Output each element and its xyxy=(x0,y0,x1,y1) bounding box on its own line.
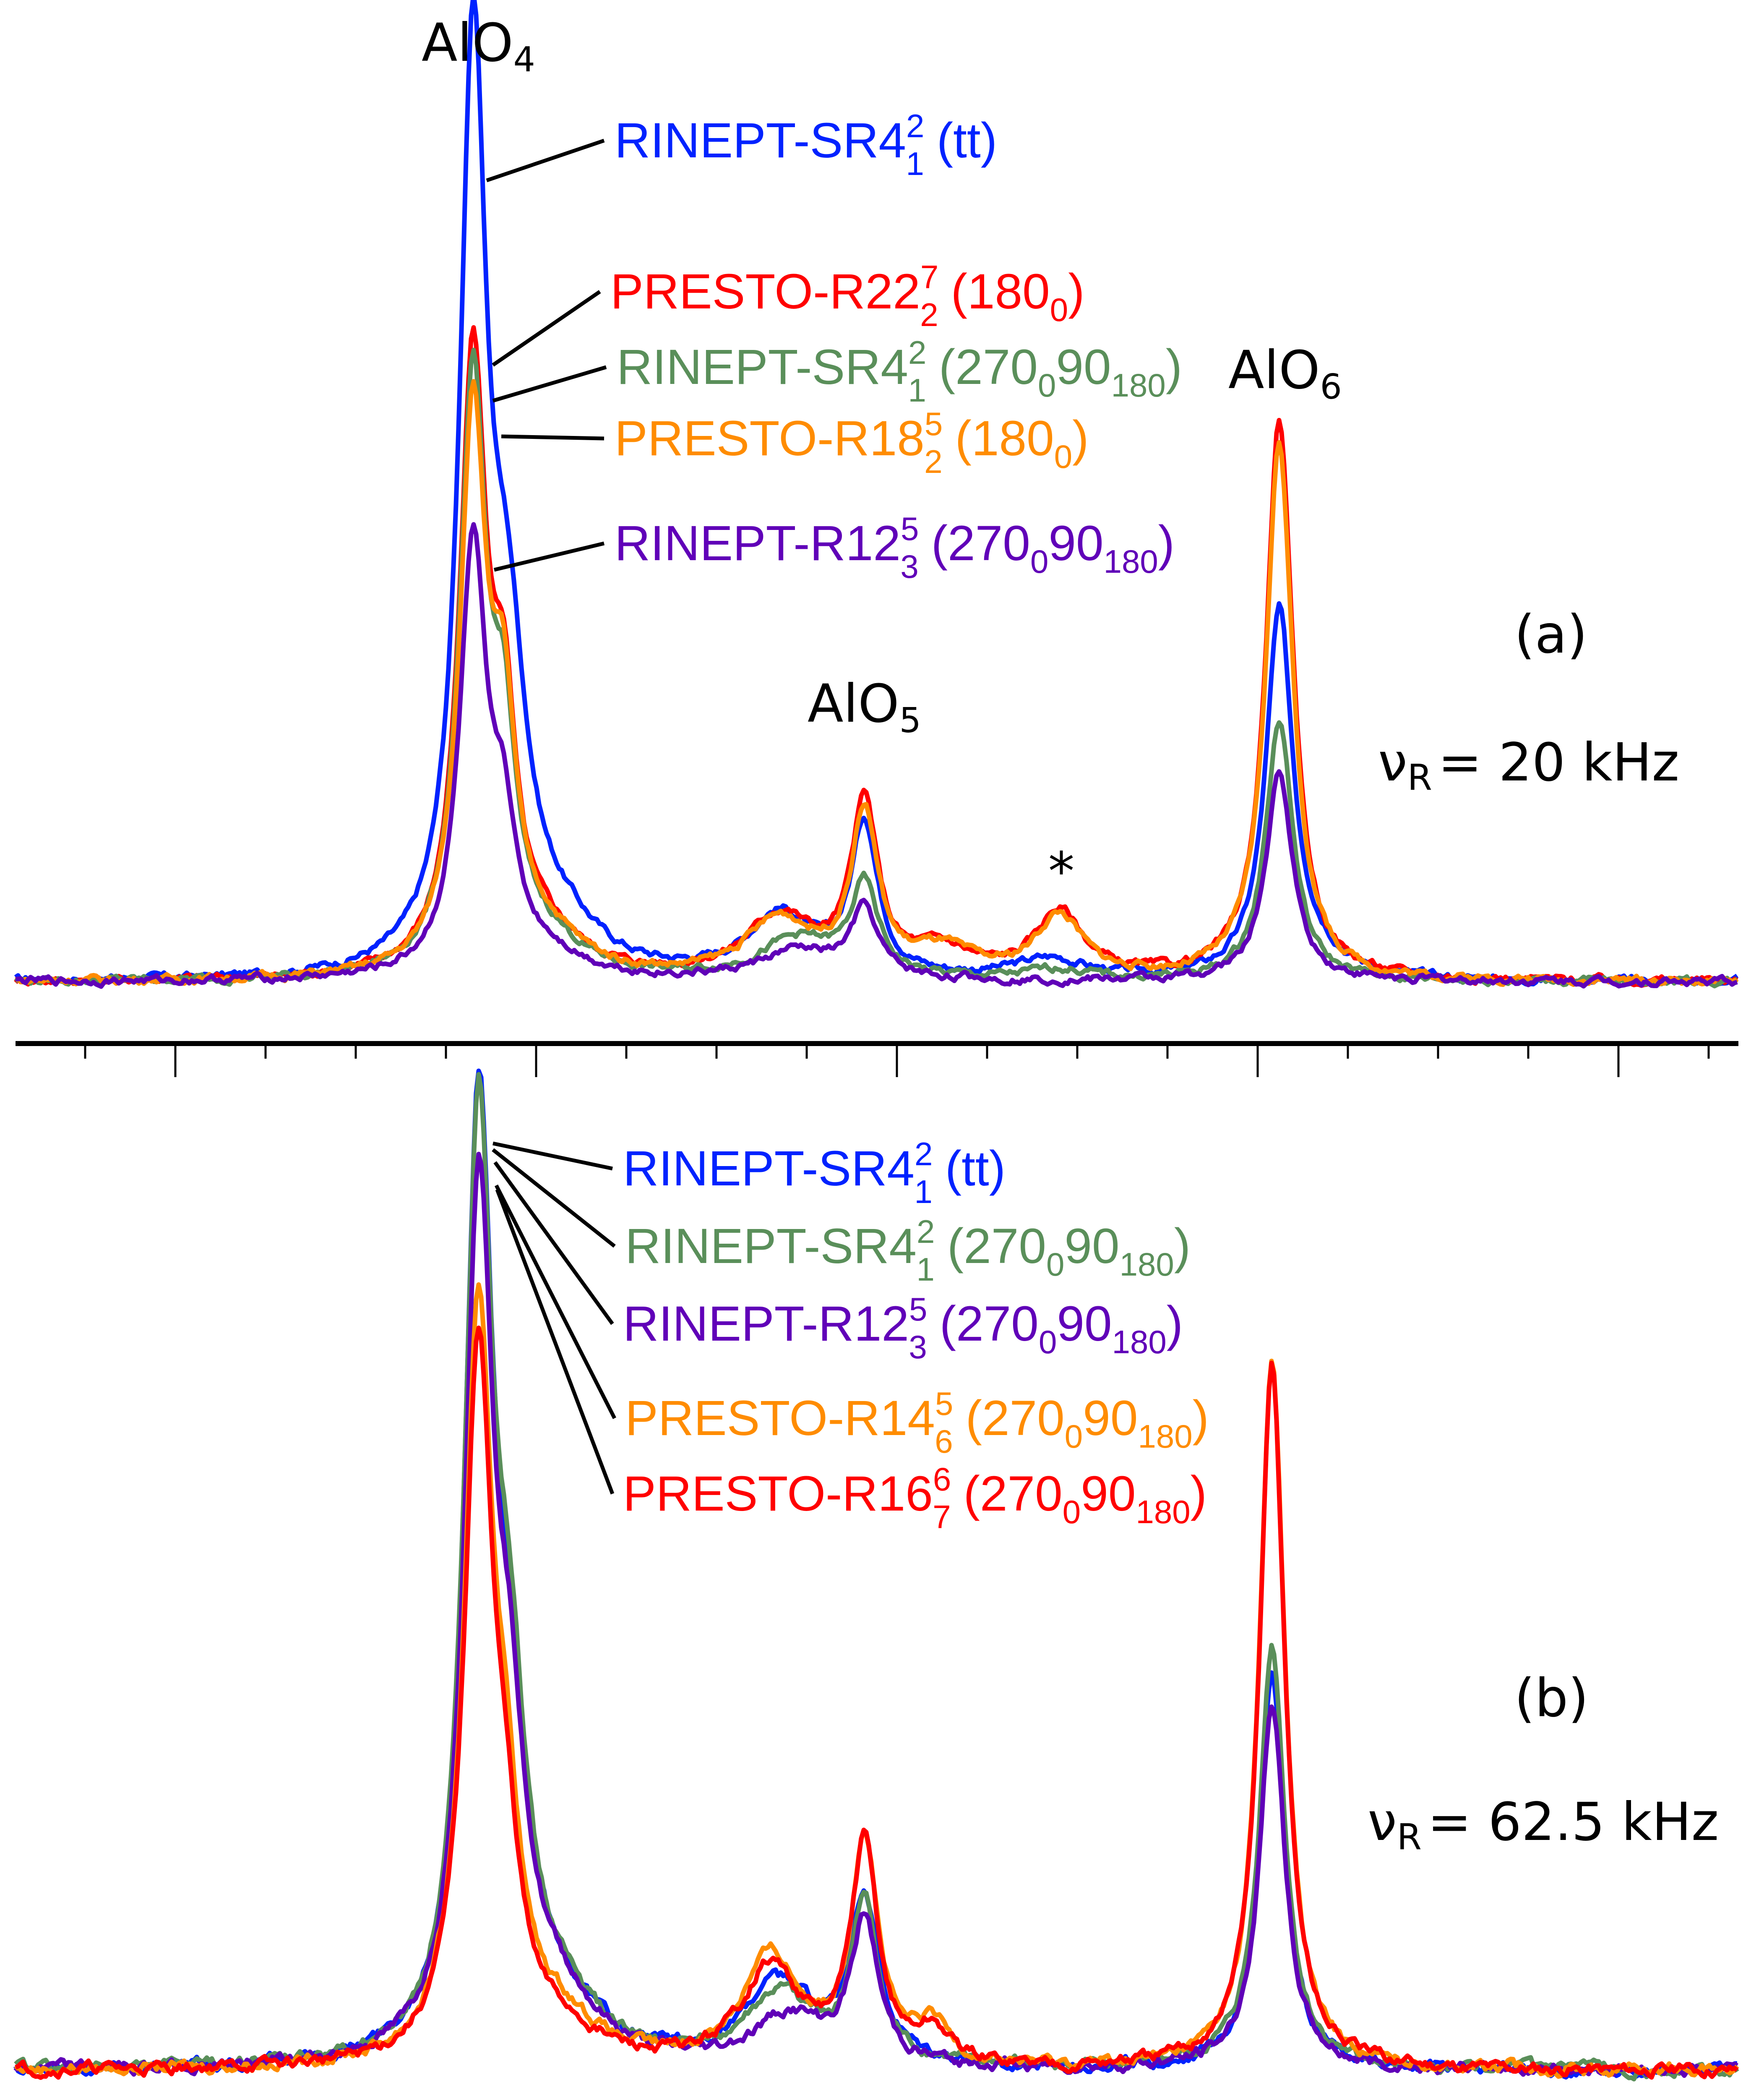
alo6-annotation: AlO6 xyxy=(1228,340,1342,407)
panel-a-spin-rate: νR = 20 kHz xyxy=(1378,732,1679,798)
legend-label: RINEPT-SR42 1 (270090180) xyxy=(625,1213,1191,1288)
legend-label: RINEPT-SR42 1 (270090180) xyxy=(617,334,1182,409)
legend-label: RINEPT-R125 3 (270090180) xyxy=(623,1291,1183,1365)
panel-b-legend: RINEPT-SR42 1 (tt)RINEPT-SR42 1 (270090180)R… xyxy=(492,1135,1209,1535)
spinning-sideband-asterisk: * xyxy=(1048,841,1075,902)
panel-b-label: (b) xyxy=(1514,1668,1589,1729)
legend-label: PRESTO-R145 6 (270090180) xyxy=(625,1385,1209,1460)
panel-a-label: (a) xyxy=(1514,604,1587,665)
legend-label: PRESTO-R166 7 (270090180) xyxy=(623,1461,1207,1535)
legend-leader-line xyxy=(493,541,605,572)
legend-leader-line xyxy=(492,365,607,403)
legend-leader-line xyxy=(492,1141,613,1171)
legend-label: RINEPT-SR42 1 (tt) xyxy=(615,107,997,182)
legend-leader-line xyxy=(493,1161,614,1325)
panel-b xyxy=(13,1068,1739,2082)
alo4-annotation: AlO4 xyxy=(422,13,535,80)
spectrum-presto-r16-6-7 xyxy=(15,1326,1739,2080)
legend-leader-line xyxy=(486,138,605,183)
panel-a-x-axis xyxy=(16,1041,1738,1077)
spectrum-rinept-r12-5-3 xyxy=(15,522,1738,989)
legend-leader-line xyxy=(492,290,601,367)
panel-a xyxy=(14,0,1739,989)
legend-label: RINEPT-R125 3 (270090180) xyxy=(615,510,1175,585)
panel-a-legend: RINEPT-SR42 1 (tt)PRESTO-R227 2 (1800)RINEPT… xyxy=(486,107,1182,585)
legend-leader-line xyxy=(494,1184,617,1420)
legend-leader-line xyxy=(501,434,605,441)
legend-label: PRESTO-R227 2 (1800) xyxy=(610,258,1084,333)
legend-label: PRESTO-R185 2 (1800) xyxy=(615,405,1089,480)
legend-label: RINEPT-SR42 1 (tt) xyxy=(623,1135,1006,1210)
legend-leader-line xyxy=(492,1148,616,1248)
legend-leader-line xyxy=(495,1189,615,1495)
alo5-annotation: AlO5 xyxy=(808,673,921,741)
panel-b-spin-rate: νR = 62.5 kHz xyxy=(1368,1792,1719,1858)
